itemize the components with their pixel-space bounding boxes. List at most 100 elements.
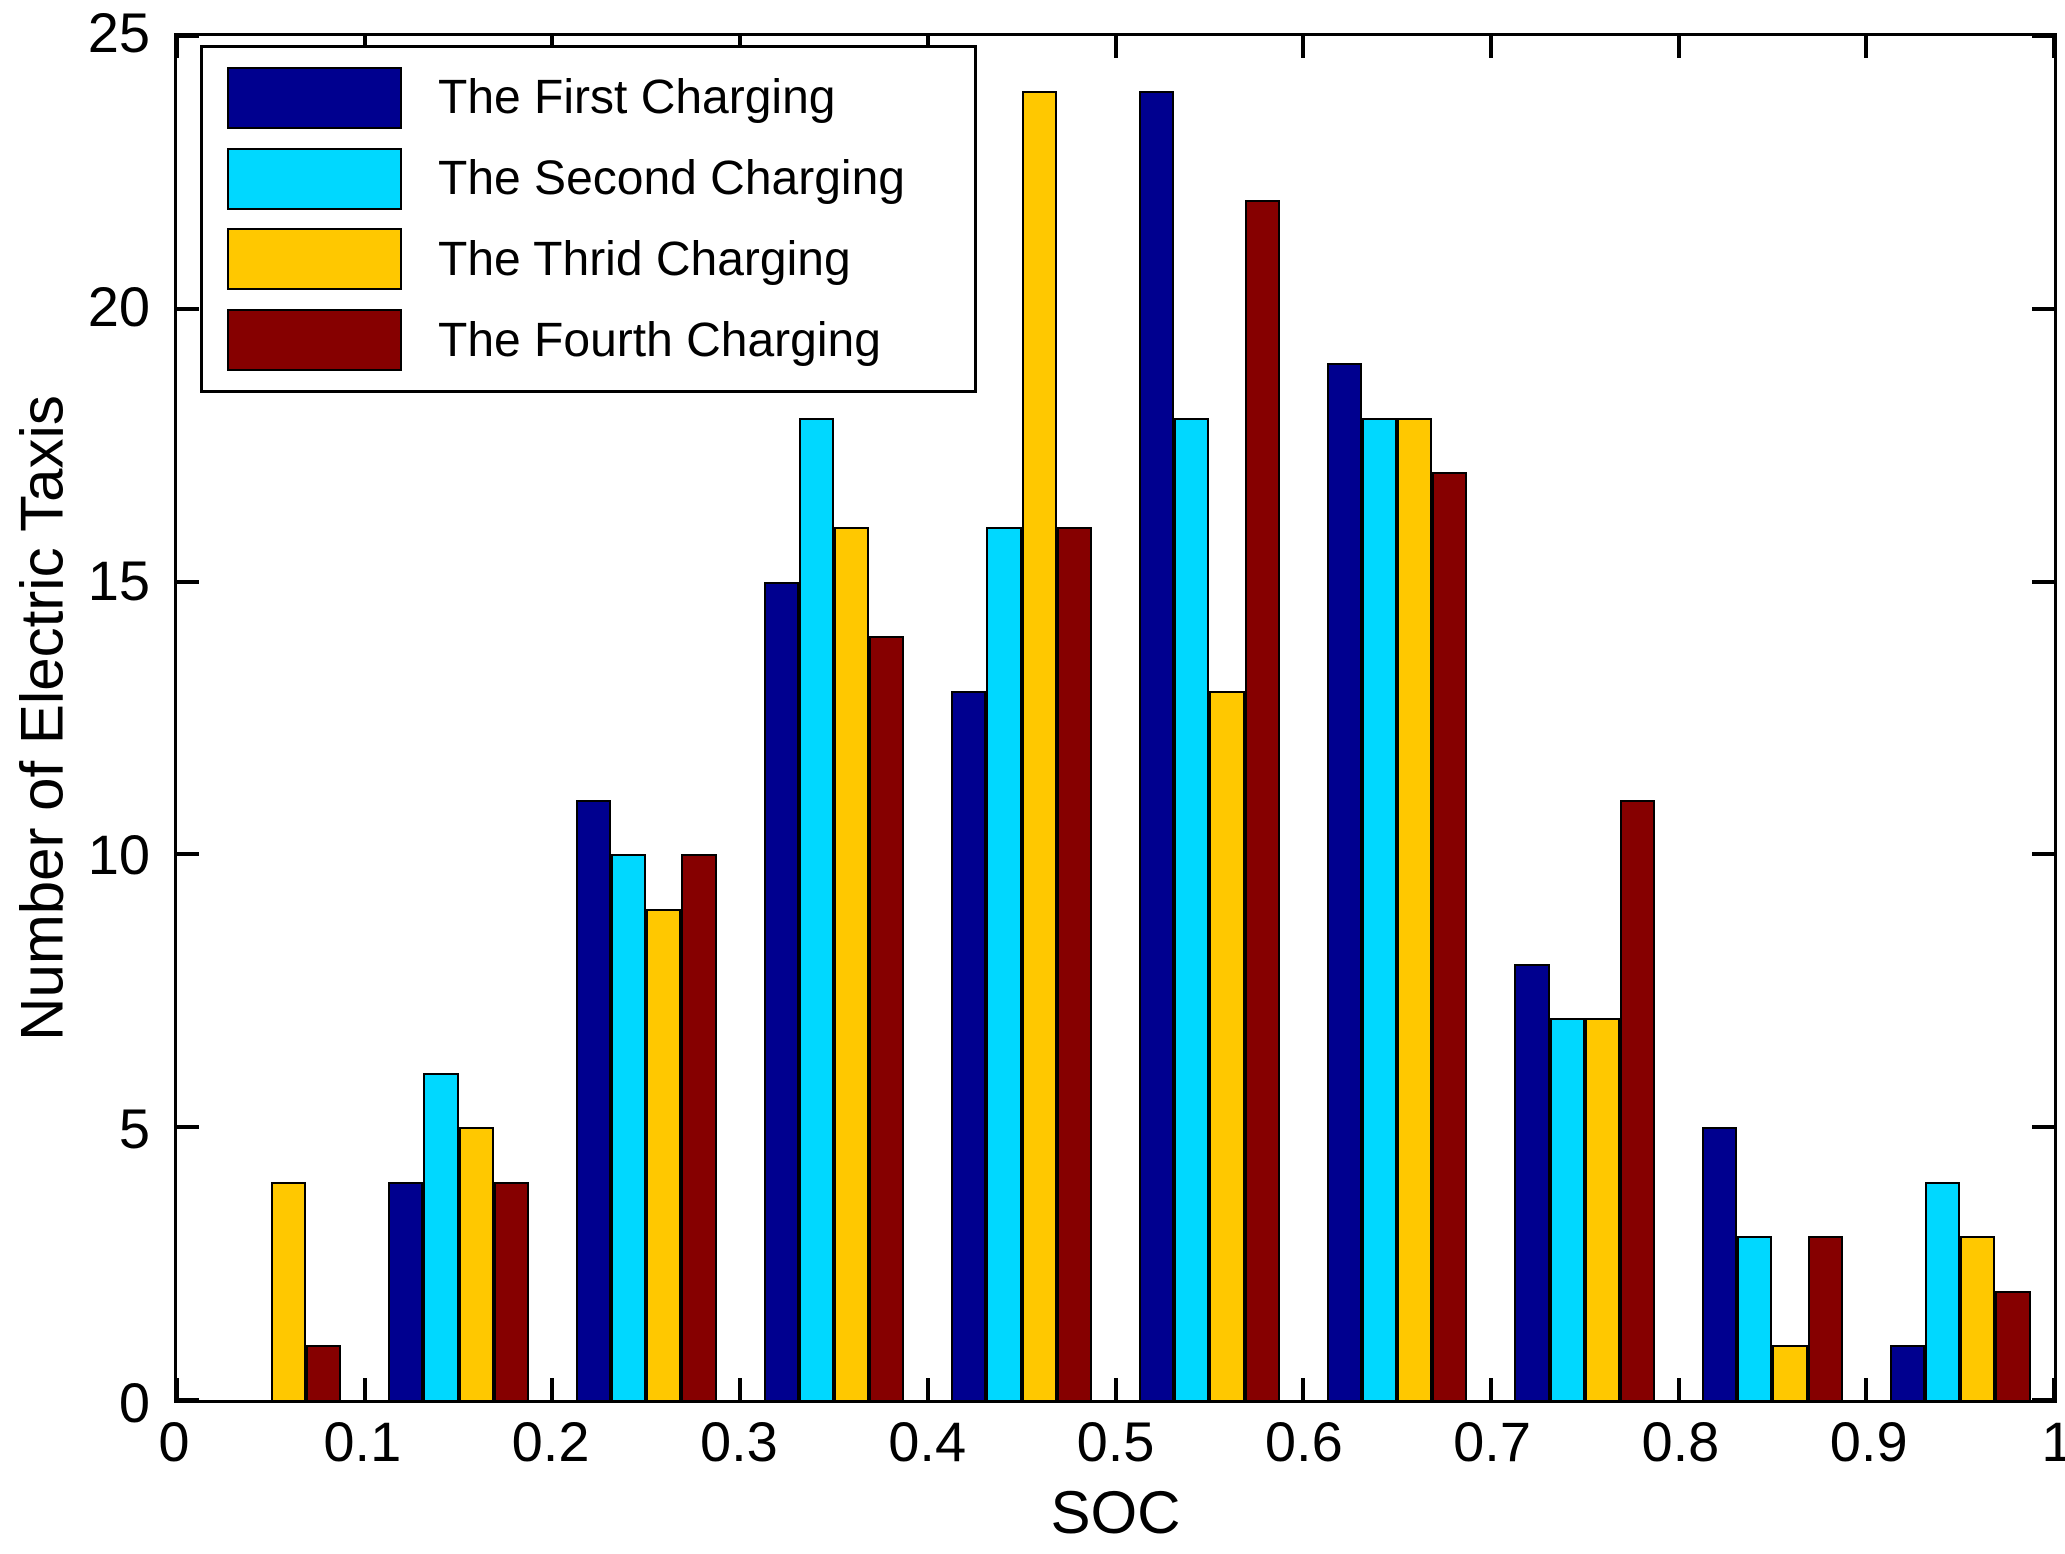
bar-series3-group6	[1209, 690, 1245, 1400]
x-tick-label: 0.5	[1076, 1410, 1155, 1473]
x-axis-label: SOC	[1050, 1479, 1181, 1546]
bar-series3-group2	[458, 1127, 494, 1400]
x-tick-label: 0.2	[511, 1410, 590, 1473]
legend-row-3: The Thrid Charging	[203, 228, 974, 291]
bar-series2-group4	[798, 417, 834, 1400]
x-tick-top	[1676, 36, 1681, 58]
y-tick-label: 15	[87, 549, 150, 612]
bar-series4-group6	[1244, 199, 1280, 1400]
y-tick-left	[177, 1125, 199, 1130]
bar-series2-group8	[1549, 1018, 1585, 1400]
y-tick-left	[177, 306, 199, 311]
x-tick-bottom	[925, 1378, 930, 1400]
bar-series1-group5	[951, 690, 987, 1400]
x-tick-bottom	[1488, 1378, 1493, 1400]
bar-series3-group4	[833, 527, 870, 1400]
bar-series4-group3	[681, 854, 717, 1400]
y-tick-left	[177, 852, 199, 857]
bar-series4-group7	[1432, 472, 1468, 1400]
x-tick-bottom	[1864, 1378, 1869, 1400]
bar-series3-group9	[1772, 1345, 1808, 1400]
y-tick-right	[2032, 852, 2054, 857]
x-tick-top	[1488, 36, 1493, 58]
x-tick-bottom	[362, 1378, 367, 1400]
bar-series1-group9	[1702, 1127, 1738, 1400]
y-tick-left	[177, 34, 199, 38]
legend-label: The First Charging	[438, 71, 836, 125]
y-tick-label: 5	[118, 1097, 150, 1160]
y-tick-right	[2032, 34, 2054, 38]
x-tick-bottom	[738, 1378, 743, 1400]
y-tick-left	[177, 579, 199, 584]
y-tick-label: 10	[87, 823, 150, 886]
bar-series2-group5	[986, 527, 1022, 1400]
y-tick-right	[2032, 1398, 2054, 1402]
x-tick-bottom	[175, 1378, 179, 1400]
legend: The First Charging The Second Charging The…	[200, 45, 977, 393]
bar-series4-group9	[1807, 1236, 1843, 1400]
bar-series4-group10	[1995, 1290, 2031, 1400]
x-tick-top	[175, 36, 179, 58]
bar-series1-group10	[1889, 1345, 1925, 1400]
y-tick-right	[2032, 1125, 2054, 1130]
bar-series2-group2	[423, 1072, 459, 1400]
y-tick-right	[2032, 579, 2054, 584]
x-tick-top	[1113, 36, 1118, 58]
x-tick-bottom	[1676, 1378, 1681, 1400]
bar-series1-group3	[575, 799, 612, 1400]
x-tick-label: 0.3	[699, 1410, 778, 1473]
x-tick-label: 1	[2041, 1410, 2065, 1473]
x-tick-bottom	[1301, 1378, 1306, 1400]
bar-series3-group8	[1584, 1018, 1620, 1400]
bar-series4-group8	[1619, 799, 1656, 1400]
x-tick-label: 0.9	[1829, 1410, 1908, 1473]
x-tick-label: 0.6	[1264, 1410, 1343, 1473]
x-tick-label: 0.1	[323, 1410, 402, 1473]
legend-label: The Fourth Charging	[438, 313, 881, 367]
bar-series2-group9	[1737, 1236, 1773, 1400]
bar-series1-group2	[388, 1181, 424, 1400]
bar-series2-group6	[1174, 417, 1210, 1400]
legend-swatch-1	[227, 66, 402, 129]
y-tick-label: 25	[87, 1, 150, 64]
bar-series3-group7	[1397, 417, 1433, 1400]
bar-series1-group8	[1514, 963, 1550, 1400]
plot-area	[174, 33, 2057, 1403]
y-tick-label: 20	[87, 275, 150, 338]
legend-swatch-4	[227, 309, 402, 372]
x-tick-top	[1301, 36, 1306, 58]
y-axis-label: Number of Electric Taxis	[8, 395, 76, 1041]
legend-row-2: The Second Charging	[203, 147, 974, 210]
legend-swatch-3	[227, 228, 402, 291]
bar-series4-group1	[306, 1345, 342, 1400]
legend-row-4: The Fourth Charging	[203, 309, 974, 372]
bar-series1-group7	[1326, 363, 1362, 1400]
y-tick-right	[2032, 306, 2054, 311]
x-tick-label: 0.8	[1641, 1410, 1720, 1473]
bar-series4-group2	[493, 1181, 529, 1400]
x-tick-label: 0.7	[1453, 1410, 1532, 1473]
bar-series2-group7	[1361, 417, 1398, 1400]
bar-series1-group6	[1138, 90, 1175, 1400]
x-tick-label: 0.4	[888, 1410, 967, 1473]
legend-label: The Thrid Charging	[438, 232, 851, 286]
legend-swatch-2	[227, 147, 402, 210]
y-tick-left	[177, 1398, 199, 1402]
bar-series3-group1	[270, 1181, 307, 1400]
bar-series3-group5	[1021, 90, 1057, 1400]
bar-series3-group3	[646, 908, 682, 1400]
bar-series4-group4	[869, 636, 905, 1400]
bar-series3-group10	[1960, 1236, 1996, 1400]
legend-row-1: The First Charging	[203, 66, 974, 129]
y-tick-label: 0	[118, 1371, 150, 1434]
x-tick-bottom	[550, 1378, 555, 1400]
bar-series1-group4	[763, 581, 799, 1400]
bar-series4-group5	[1056, 527, 1093, 1400]
bar-series2-group10	[1924, 1181, 1961, 1400]
legend-label: The Second Charging	[438, 152, 905, 206]
bar-series2-group3	[611, 854, 647, 1400]
plot-inner	[175, 34, 2056, 1402]
x-tick-bottom	[1113, 1378, 1118, 1400]
x-tick-top	[2052, 36, 2056, 58]
